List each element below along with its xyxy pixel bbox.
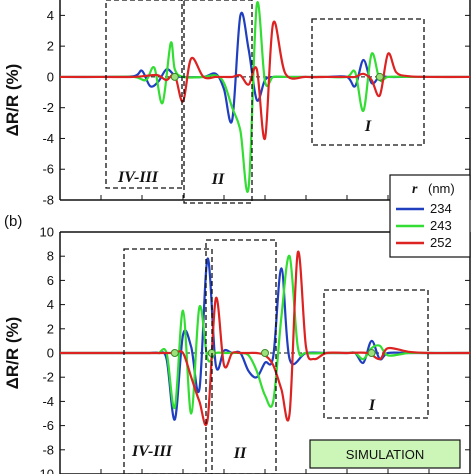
series-line-252 xyxy=(60,20,471,140)
y-tick-label: -4 xyxy=(42,131,54,146)
panel-label: (b) xyxy=(4,213,22,230)
y-tick-label: -10 xyxy=(35,467,54,474)
region-box xyxy=(205,239,277,474)
simulation-label: SIMULATION xyxy=(346,447,425,462)
series-line-243 xyxy=(60,1,470,193)
series-line-252 xyxy=(60,250,471,427)
y-axis-label: ΔR/R (%) xyxy=(3,64,22,137)
series-line-243 xyxy=(60,255,470,415)
region-label: IV-III xyxy=(131,443,173,460)
y-tick-label: 4 xyxy=(47,297,54,312)
y-tick-label: 0 xyxy=(47,69,54,84)
crossing-marker xyxy=(261,349,269,357)
y-tick-label: -8 xyxy=(42,442,54,457)
y-tick-label: 8 xyxy=(47,249,54,264)
legend-entry: 234 xyxy=(430,201,452,216)
y-tick-label: -8 xyxy=(42,193,54,208)
region-box xyxy=(123,248,213,474)
region-box xyxy=(183,0,253,204)
legend-entry: 252 xyxy=(430,235,452,250)
crossing-marker xyxy=(170,349,179,357)
crossing-marker xyxy=(367,349,376,357)
series-line-234 xyxy=(59,11,470,124)
region-label: II xyxy=(233,445,247,462)
y-tick-label: -2 xyxy=(42,100,54,115)
region-label: I xyxy=(368,397,376,414)
y-tick-label: 0 xyxy=(47,346,54,361)
y-tick-label: -6 xyxy=(42,418,54,433)
simulation-box xyxy=(309,439,461,469)
crossing-marker xyxy=(170,72,179,81)
legend: r (nm) 234 243 252 xyxy=(389,174,471,258)
y-axis-label: ΔR/R (%) xyxy=(3,317,22,390)
region-box xyxy=(311,18,425,146)
region-label: IV-III xyxy=(117,169,159,186)
y-tick-label: 2 xyxy=(47,321,54,336)
y-tick-label: -6 xyxy=(42,162,54,177)
region-label: I xyxy=(364,118,372,135)
y-tick-label: -2 xyxy=(42,370,54,385)
region-box xyxy=(323,289,429,419)
y-tick-label: -4 xyxy=(42,394,54,409)
y-tick-label: 2 xyxy=(47,39,54,54)
legend-entry: 243 xyxy=(430,218,452,233)
y-tick-label: 4 xyxy=(47,8,54,23)
y-tick-label: 10 xyxy=(40,225,54,240)
crossing-marker xyxy=(375,72,384,81)
legend-title: r xyxy=(412,182,418,197)
region-label: II xyxy=(211,171,225,188)
region-box xyxy=(105,0,183,189)
y-tick-label: 6 xyxy=(47,273,54,288)
legend-unit: (nm) xyxy=(428,181,455,196)
